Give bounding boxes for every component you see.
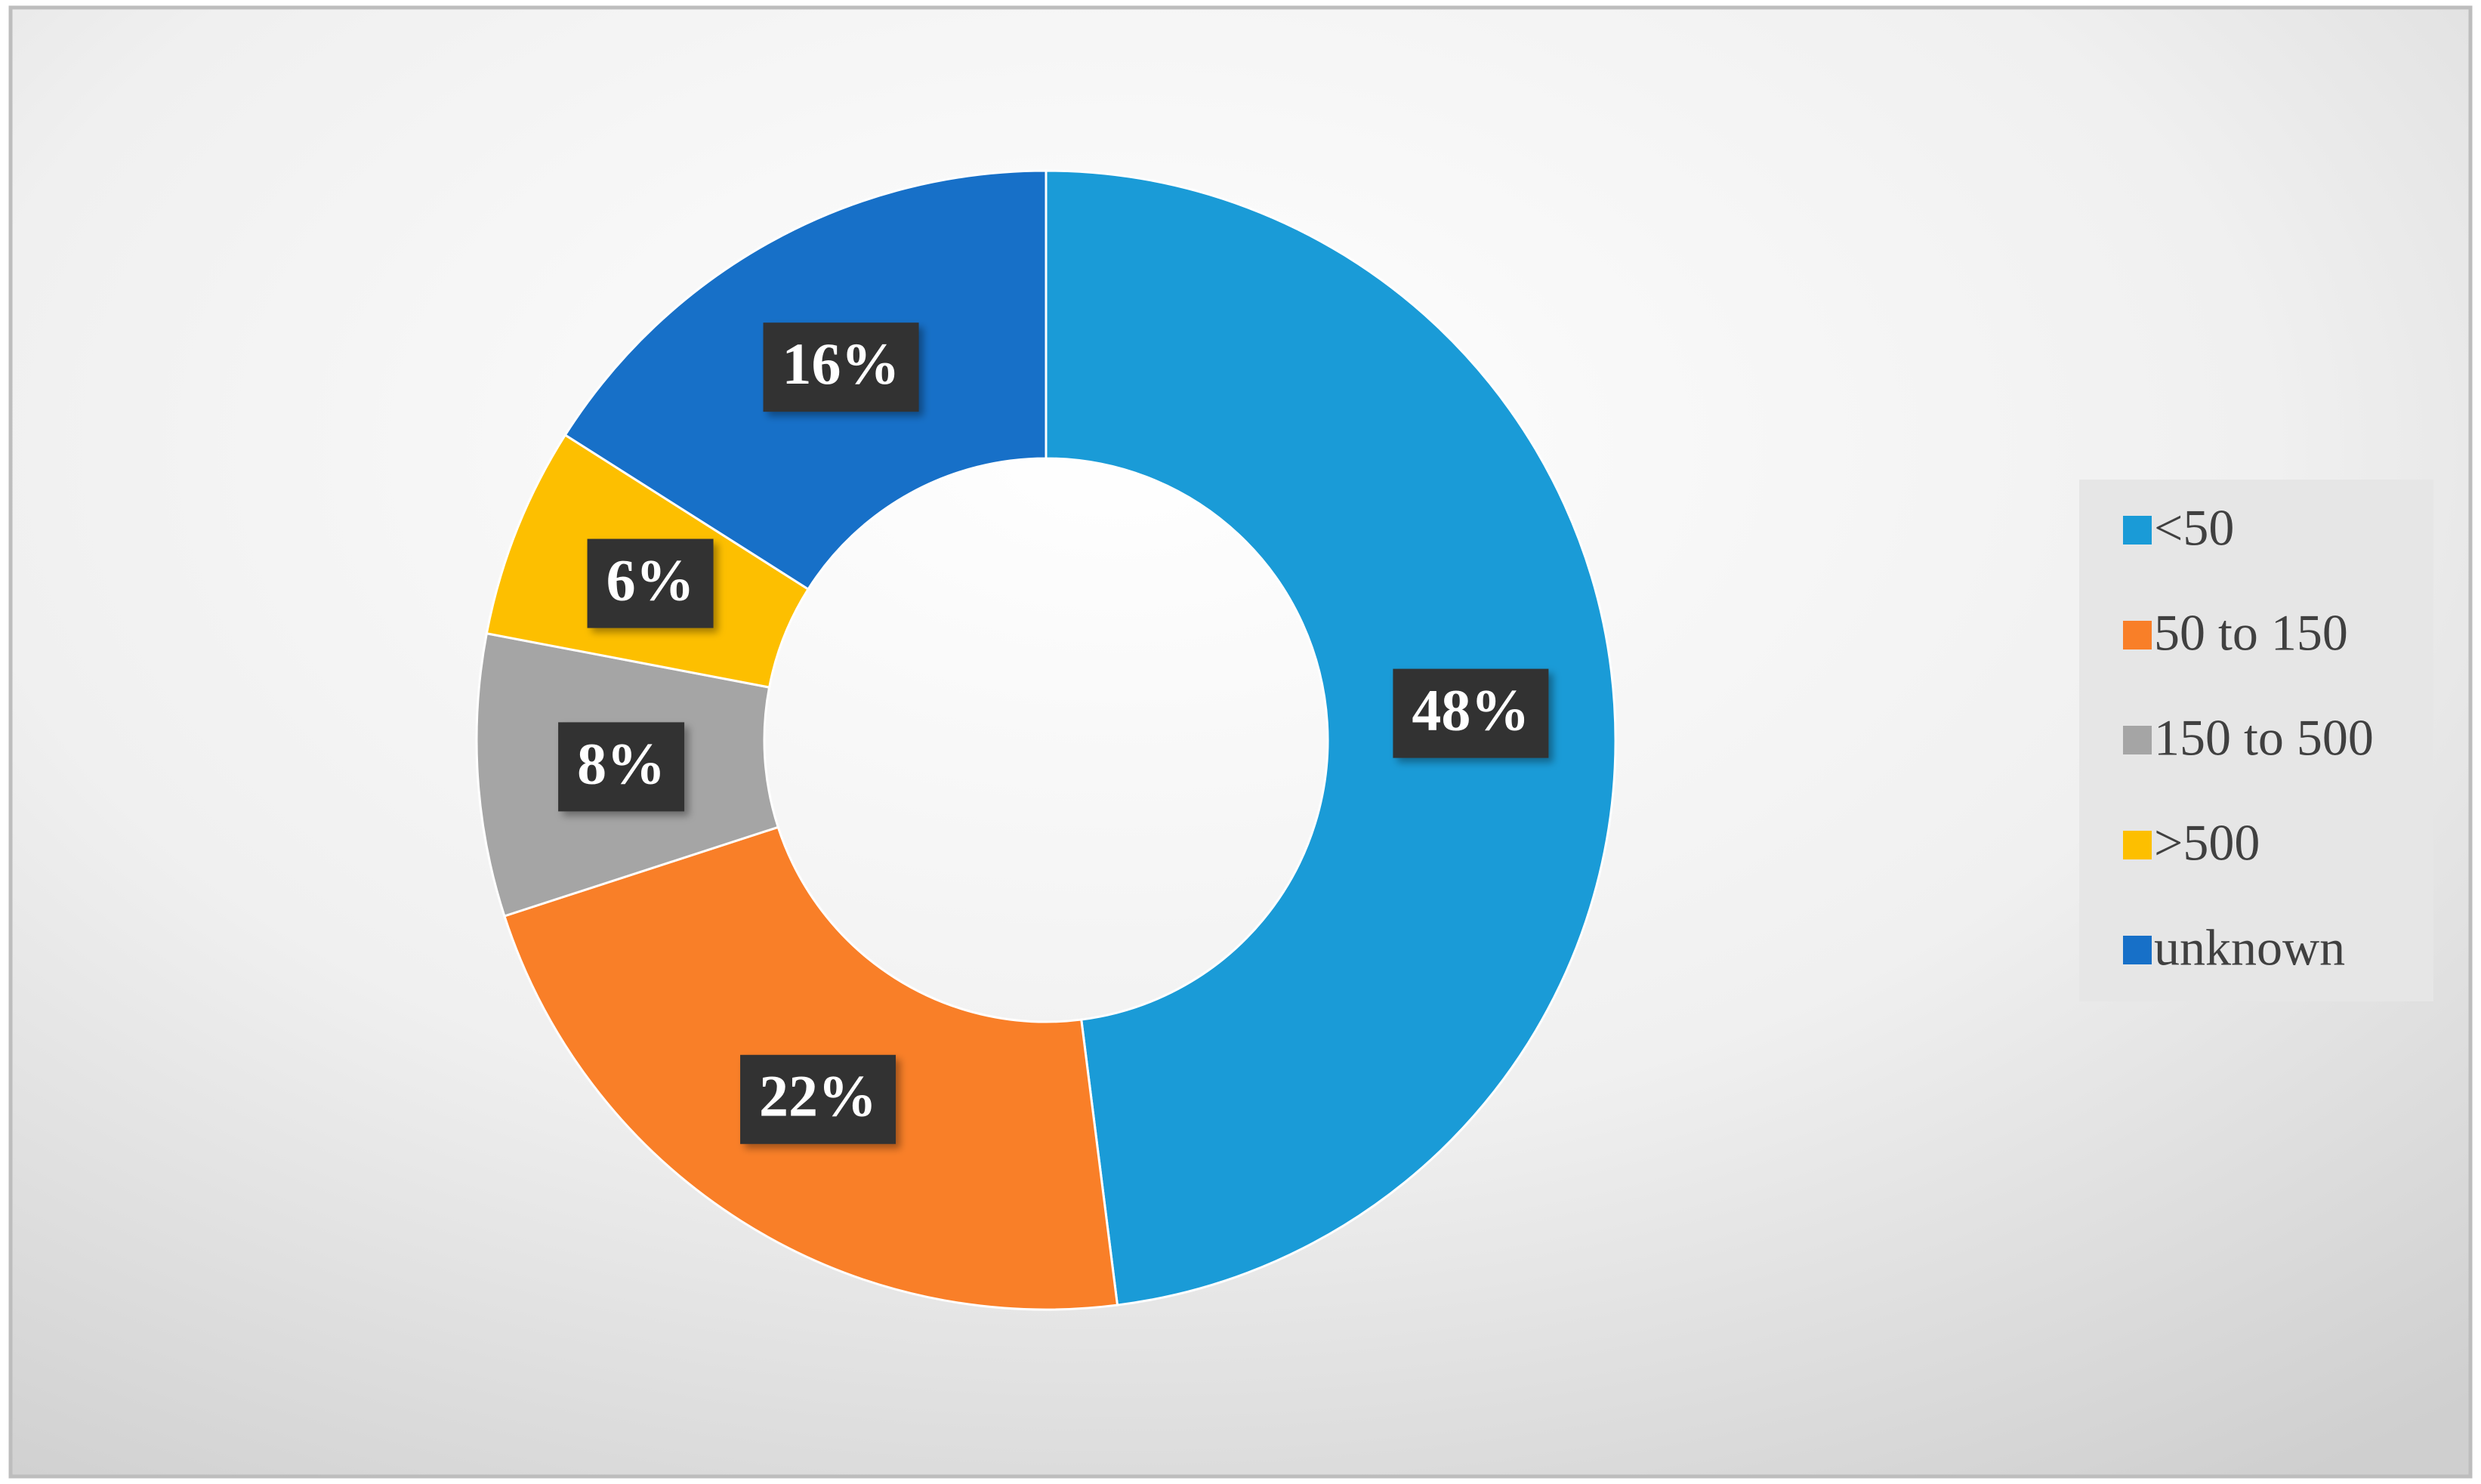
legend-swatch [2123,831,2152,859]
legend-label: unknown [2154,919,2345,976]
data-label: 6% [606,547,695,612]
label-box [558,722,685,812]
label-box [740,1054,896,1144]
label-box [763,322,919,412]
legend-label: >500 [2154,814,2260,872]
legend-swatch [2123,936,2152,964]
legend-label: 150 to 500 [2154,709,2374,767]
data-label: 8% [577,730,665,796]
legend-swatch [2123,516,2152,545]
legend-label: <50 [2154,499,2234,557]
label-box [587,538,714,628]
donut-slice [1045,169,1617,1307]
label-box [1393,668,1549,758]
legend-swatch [2123,621,2152,649]
data-label: 16% [782,331,900,396]
legend-swatch [2123,726,2152,754]
data-label: 22% [759,1063,877,1129]
legend-label: 50 to 150 [2154,604,2348,662]
data-label: 48% [1412,677,1529,743]
